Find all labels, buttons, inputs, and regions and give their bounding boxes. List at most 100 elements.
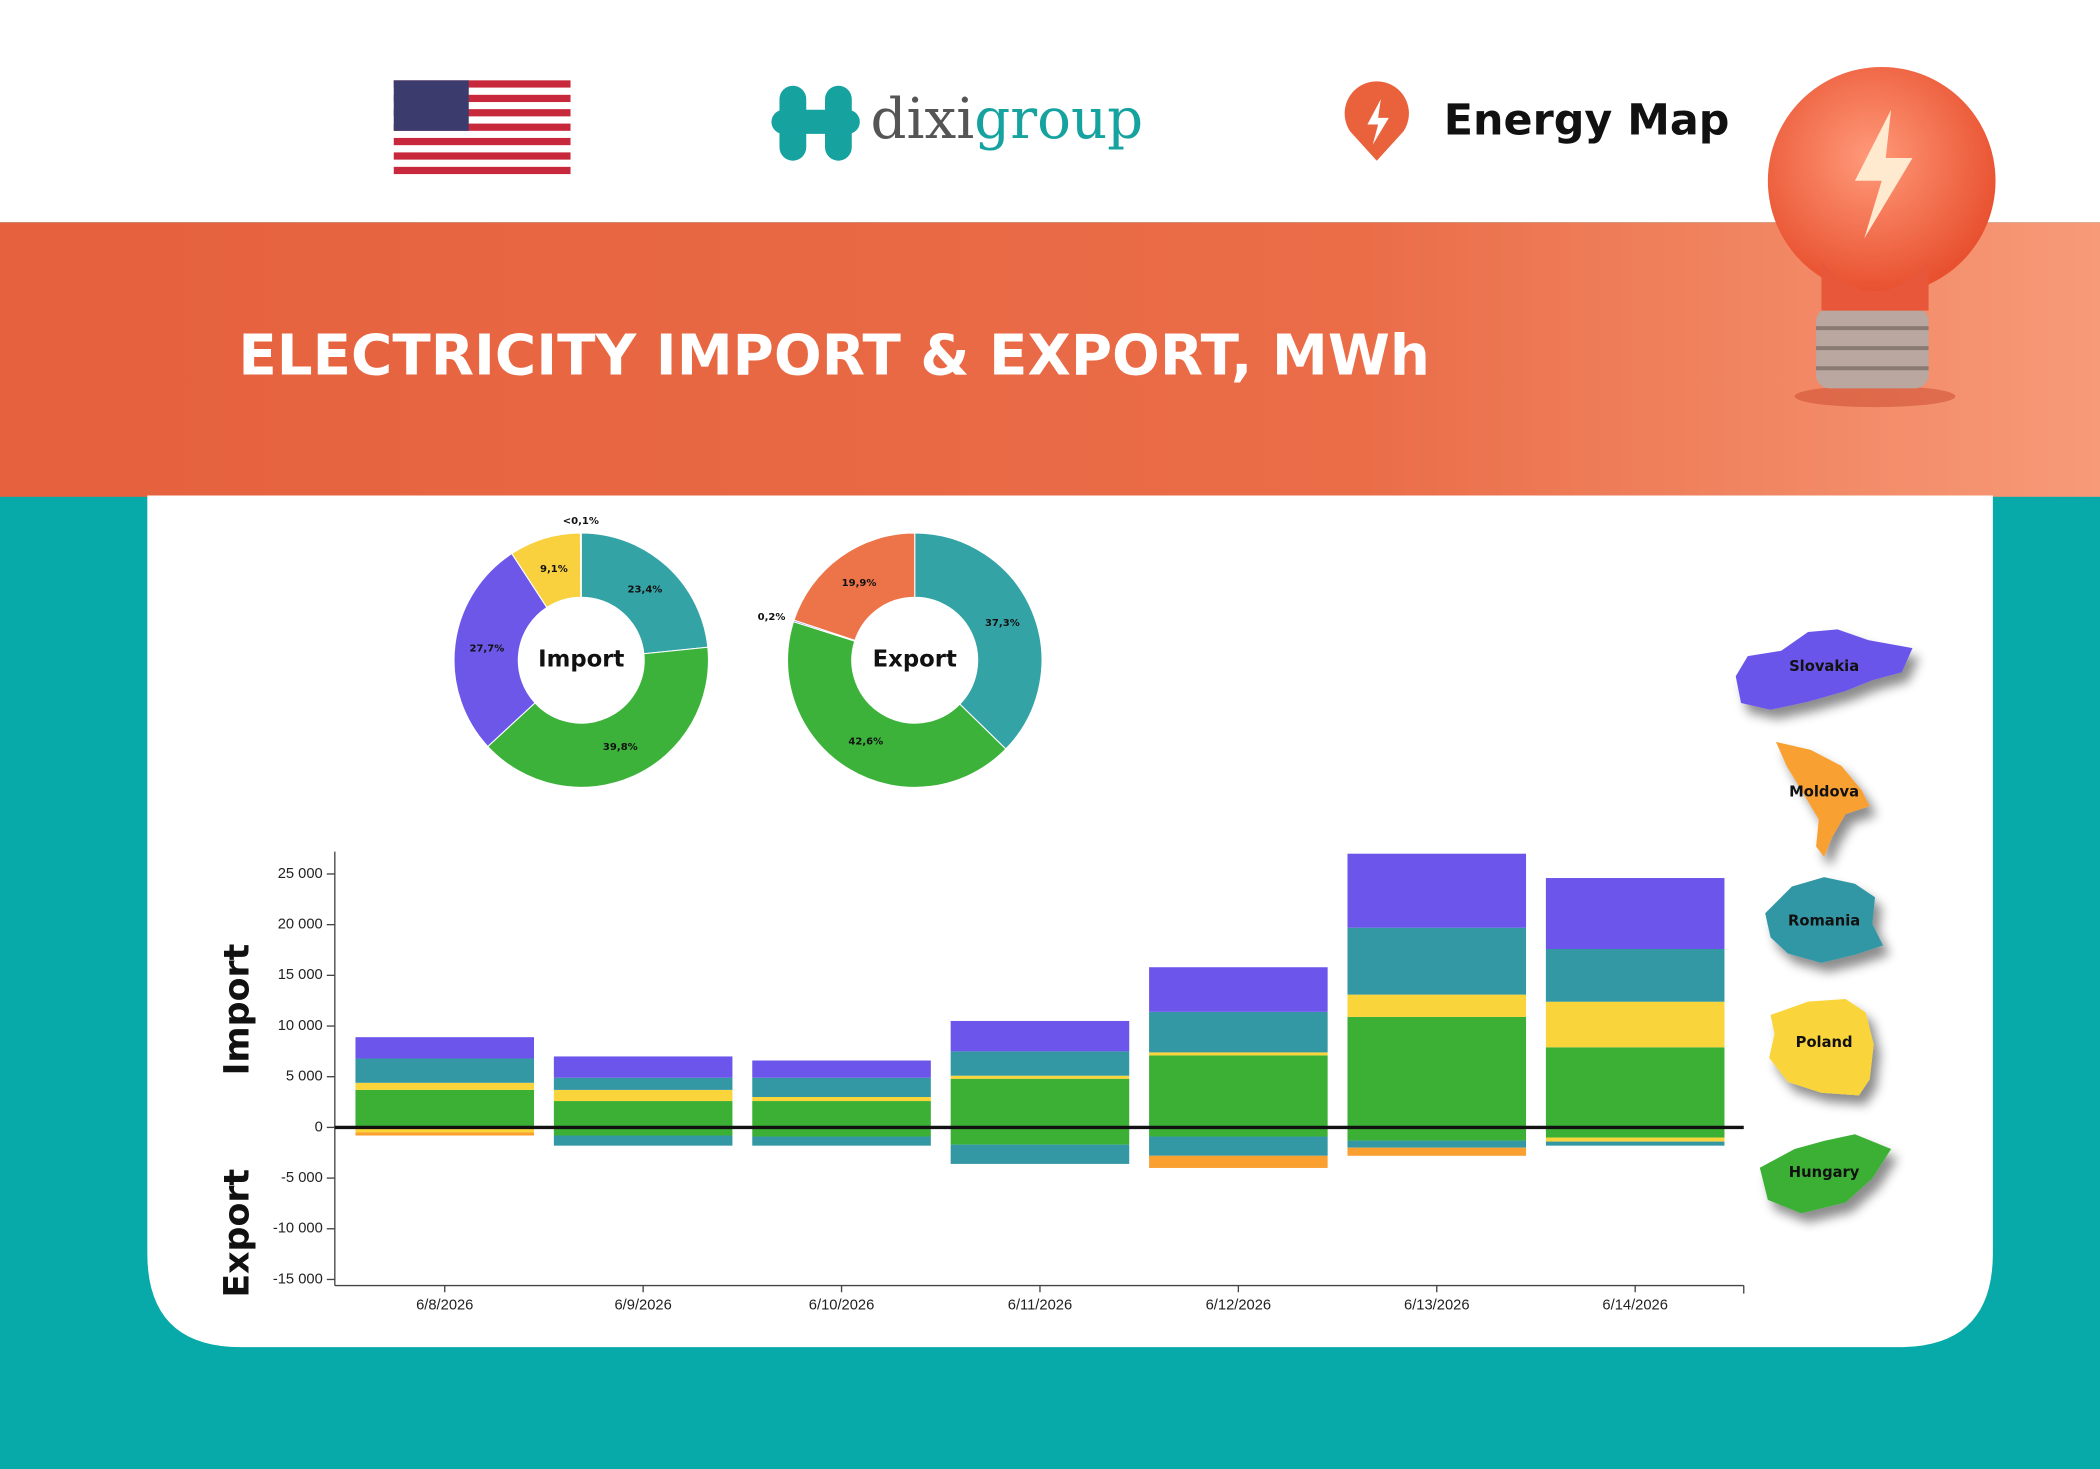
export-bar-segment [1149,1127,1328,1137]
import-bar-segment [1347,994,1527,1017]
legend-label: Moldova [1789,784,1859,801]
brand-part: group [974,87,1143,152]
import-bar-segment [950,1020,1130,1052]
y-tick-label: 0 [315,1119,323,1135]
import-bar-segment [752,1101,931,1128]
export-bar-segment [1347,1140,1527,1148]
legend-label: Poland [1796,1034,1853,1051]
legend-map [1735,629,1913,710]
title-band [0,222,2100,497]
product-logo: Energy Map [1344,81,1730,161]
import-bar-segment [950,1051,1130,1076]
export-bar-segment [1545,1137,1725,1142]
flag [393,80,571,175]
export-bar-segment [553,1135,733,1146]
legend-map [1769,998,1874,1096]
slice-label: 27,7% [469,643,504,654]
brand-name: dixigroup [871,87,1144,152]
legend-item: Romania [1765,877,1884,963]
donut-slice [453,552,548,748]
x-tick-label: 6/14/2026 [1602,1298,1667,1314]
import-bar-segment [355,1058,535,1083]
import-bar-segment [1347,1016,1527,1128]
import-bar-segment [950,1075,1130,1079]
import-bar-segment [553,1077,733,1090]
import-bar-segment [1347,853,1527,928]
y-tick-label: 10 000 [278,1018,323,1034]
export-bar-segment [1545,1127,1725,1138]
donut-slice [580,532,709,655]
product-name: Energy Map [1444,96,1730,146]
x-tick-label: 6/8/2026 [416,1298,473,1314]
export-bar-segment [1149,1136,1328,1156]
brand-logo: dixigroup [771,85,1144,161]
legend-item: Poland [1769,998,1874,1096]
import-bar-segment [1149,1052,1328,1056]
import-bar-segment [355,1082,535,1090]
import-bar-segment [1347,927,1527,995]
export-bar-segment [355,1132,535,1136]
import-bar-segment [752,1077,931,1097]
export-bar-segment [950,1127,1130,1145]
y-tick-label: 25 000 [278,866,323,882]
slice-label: 9,1% [540,564,568,575]
x-tick-label: 6/11/2026 [1008,1298,1072,1314]
legend-item: Slovakia [1735,629,1913,710]
export-bar-segment [950,1144,1130,1164]
import-bar-segment [1545,1001,1725,1048]
slice-label: 23,4% [628,585,663,596]
import-bar-segment [553,1089,733,1102]
bulb-illustration [1767,66,1996,408]
legend-map [1775,741,1870,858]
slice-label: 0,2% [758,612,786,623]
import-bar-segment [1149,1055,1328,1128]
x-tick-label: 6/12/2026 [1206,1298,1271,1314]
header-bar [0,0,2100,223]
donut-slice [914,532,1043,750]
import-bar-segment [752,1096,931,1102]
page-title: ELECTRICITY IMPORT & EXPORT, MWh [238,323,1430,388]
x-tick-label: 6/9/2026 [614,1298,671,1314]
import-bar-segment [355,1089,535,1128]
y-axis-label-export: Export [217,1169,257,1298]
export-bar-segment [1347,1147,1527,1156]
legend-label: Slovakia [1789,658,1859,675]
donut-slice [486,646,709,788]
import-bar-segment [553,1056,733,1078]
y-tick-label: -15 000 [273,1271,323,1287]
legend-map [1765,877,1884,963]
import-bar-segment [553,1101,733,1128]
import-bar-segment [1545,1047,1725,1128]
y-tick-label: 15 000 [278,967,323,983]
slice-label: <0,1% [563,516,599,527]
y-axis-label-import: Import [217,944,257,1076]
export-bar-segment [752,1136,931,1146]
y-tick-label: -5 000 [281,1170,323,1186]
donut-slice [793,532,916,642]
y-tick-label: 20 000 [278,917,323,933]
export-bar-segment [1347,1127,1527,1141]
x-tick-label: 6/13/2026 [1404,1298,1469,1314]
legend-item: Moldova [1775,741,1870,858]
import-bar-segment [1545,878,1725,949]
export-bar-segment [1545,1141,1725,1146]
brand-part: dixi [871,87,975,152]
export-bar-segment [553,1127,733,1136]
y-tick-label: -10 000 [273,1221,323,1237]
import-bar-segment [1149,1011,1328,1053]
slice-label: 37,3% [985,618,1020,629]
slice-label: 19,9% [842,578,877,589]
donut-center-label: Export [873,647,957,673]
donut-slice [786,620,1007,788]
import-bar-segment [950,1078,1130,1128]
y-tick-label: 5 000 [286,1069,323,1085]
x-tick-label: 6/10/2026 [809,1298,874,1314]
import-bar-segment [355,1037,535,1059]
export-bar-segment [752,1127,931,1137]
legend-map [1759,1134,1892,1214]
export-bar-segment [1149,1155,1328,1168]
export-bar-segment [355,1127,535,1133]
slice-label: 42,6% [848,737,883,748]
